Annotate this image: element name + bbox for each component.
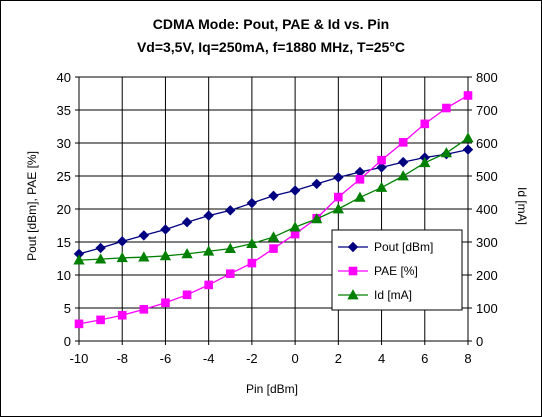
y-right-tick-label: 700 — [476, 103, 498, 118]
data-point-id-ma — [138, 251, 150, 262]
data-point-id-ma — [375, 181, 388, 192]
data-point-id-ma — [354, 191, 366, 202]
plot-area: -10 -8 -6 -4 -2 0 2 4 6 8051015202530354001002003… — [57, 70, 498, 366]
y-right-tick-label: 300 — [476, 235, 498, 250]
data-point-pae — [442, 103, 451, 113]
x-tick-label: 0 — [291, 351, 298, 366]
x-tick-label: -10 — [70, 351, 89, 366]
data-point-id-ma — [332, 203, 344, 214]
legend-marker — [347, 289, 359, 300]
data-point-pae — [74, 319, 84, 329]
data-point-pae — [117, 310, 127, 320]
data-point-pae — [269, 244, 278, 253]
y-right-tick-label: 100 — [476, 301, 498, 316]
data-point-id-ma — [94, 253, 107, 264]
x-tick-label: 4 — [378, 351, 385, 366]
data-point-id-ma — [289, 221, 301, 232]
y-left-tick-label: 5 — [64, 301, 71, 316]
y-left-tick-label: 40 — [57, 70, 71, 85]
data-point-pout-dbm — [376, 162, 387, 173]
x-tick-label: 8 — [464, 351, 471, 366]
data-point-id-ma — [462, 132, 474, 143]
data-point-pae — [420, 119, 430, 129]
chart-title: CDMA Mode: Pout, PAE & Id vs. Pin — [153, 16, 389, 32]
y-right-tick-label: 400 — [476, 202, 498, 217]
legend-label: Id [mA] — [374, 288, 412, 302]
x-tick-label: -8 — [116, 351, 128, 366]
data-point-pout-dbm — [203, 210, 214, 221]
data-point-id-ma — [267, 231, 280, 242]
x-tick-label: -6 — [160, 351, 172, 366]
data-point-pae — [377, 155, 386, 165]
data-point-pout-dbm — [160, 224, 171, 235]
data-point-id-ma — [397, 170, 409, 181]
y-right-axis-label: Id [mA] — [515, 187, 529, 225]
y-left-tick-label: 10 — [57, 268, 71, 283]
data-point-id-ma — [181, 248, 193, 259]
y-left-tick-label: 35 — [57, 103, 71, 118]
y-right-tick-label: 600 — [476, 136, 498, 151]
x-tick-label: -2 — [246, 351, 258, 366]
data-point-pout-dbm — [333, 172, 344, 183]
y-left-tick-label: 20 — [57, 202, 71, 217]
legend-label: Pout [dBm] — [374, 240, 433, 254]
x-axis-label: Pin [dBm] — [246, 382, 298, 396]
data-point-pout-dbm — [289, 185, 301, 196]
x-tick-label: -4 — [203, 351, 215, 366]
y-left-tick-label: 25 — [57, 169, 71, 184]
data-point-id-ma — [203, 245, 215, 256]
data-point-pae — [139, 305, 149, 314]
data-point-id-ma — [311, 213, 323, 224]
data-point-pae — [161, 298, 170, 308]
data-point-pout-dbm — [95, 242, 106, 254]
data-point-pout-dbm — [397, 156, 409, 168]
data-point-pae — [463, 91, 473, 100]
data-point-pae — [96, 315, 105, 325]
data-point-pout-dbm — [181, 216, 193, 228]
legend-marker — [348, 266, 358, 276]
x-tick-label: 6 — [421, 351, 428, 366]
data-point-pae — [247, 258, 257, 268]
legend: Pout [dBm] PAE [%] Id [mA] — [331, 229, 463, 311]
data-point-id-ma — [440, 147, 453, 158]
y-left-tick-label: 15 — [57, 235, 71, 250]
legend-marker — [347, 241, 359, 253]
x-tick-label: 2 — [335, 351, 342, 366]
data-point-pout-dbm — [462, 144, 474, 155]
y-left-tick-label: 0 — [64, 334, 71, 349]
data-point-id-ma — [116, 252, 128, 263]
y-right-tick-label: 0 — [476, 334, 483, 349]
y-right-tick-label: 200 — [476, 268, 498, 283]
data-point-id-ma — [224, 242, 236, 253]
data-point-pout-dbm — [311, 178, 322, 190]
data-point-pout-dbm — [225, 205, 236, 216]
y-left-tick-label: 30 — [57, 136, 71, 151]
data-point-pout-dbm — [117, 236, 128, 247]
data-point-pae — [204, 280, 213, 290]
chart-subtitle: Vd=3,5V, Iq=250mA, f=1880 MHz, T=25°C — [137, 39, 405, 55]
data-point-id-ma — [159, 250, 172, 261]
data-point-pout-dbm — [246, 197, 258, 209]
data-point-id-ma — [246, 237, 258, 248]
data-point-pout-dbm — [268, 190, 279, 202]
y-left-axis-label: Pout [dBm], PAE [%] — [25, 151, 39, 261]
data-point-id-ma — [419, 156, 431, 168]
data-point-pout-dbm — [138, 230, 150, 241]
data-point-id-ma — [73, 254, 85, 265]
data-point-pae — [182, 290, 192, 300]
data-point-pae — [334, 192, 343, 202]
data-point-pae — [355, 175, 365, 184]
y-right-tick-label: 800 — [476, 70, 498, 85]
y-right-tick-label: 500 — [476, 169, 498, 184]
data-point-pae — [225, 269, 235, 278]
data-point-pae — [398, 138, 408, 147]
legend-label: PAE [%] — [374, 264, 418, 278]
